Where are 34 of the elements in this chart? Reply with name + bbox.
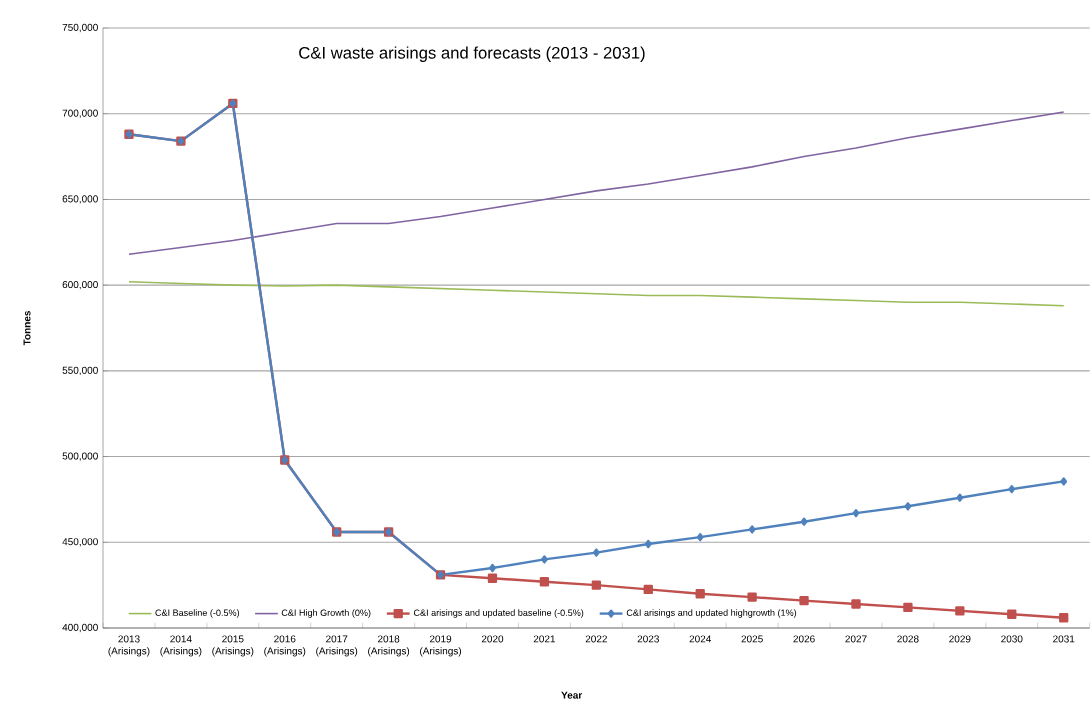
x-axis-title: Year bbox=[561, 691, 583, 699]
x-tick-label: 2031 bbox=[1053, 635, 1075, 643]
x-tick-label: 2019 (Arisings) bbox=[420, 635, 462, 657]
x-tick-label: 2013 (Arisings) bbox=[108, 635, 150, 657]
x-tick-label: 2027 bbox=[845, 635, 867, 643]
legend-label: C&I arisings and updated baseline (-0.5%) bbox=[413, 609, 584, 618]
x-tick-label: 2017 (Arisings) bbox=[316, 635, 358, 657]
x-tick-label: 2023 bbox=[637, 635, 659, 643]
y-tick-label: 650,000 bbox=[62, 195, 98, 204]
x-tick-label: 2029 bbox=[949, 635, 971, 643]
y-tick-label: 750,000 bbox=[62, 23, 98, 33]
y-tick-label: 450,000 bbox=[62, 538, 98, 547]
x-tick-label: 2021 bbox=[533, 635, 556, 643]
x-tick-label: 2025 bbox=[741, 635, 763, 643]
x-tick-label: 2016 (Arisings) bbox=[264, 635, 306, 657]
y-axis-title: Tonnes bbox=[23, 311, 31, 346]
x-tick-label: 2018 (Arisings) bbox=[368, 635, 410, 657]
legend-label: C&I arisings and updated highgrowth (1%) bbox=[626, 609, 797, 618]
x-tick-label: 2030 bbox=[1001, 635, 1023, 643]
y-tick-label: 700,000 bbox=[62, 109, 98, 118]
x-tick-label: 2020 bbox=[481, 635, 504, 643]
text: C&I waste arisings and forecasts (2013 - 2031) bbox=[299, 46, 645, 62]
x-tick-label: 2028 bbox=[897, 635, 919, 643]
legend-label: C&I High Growth (0%) bbox=[281, 609, 371, 618]
x-tick-label: 2022 bbox=[585, 635, 607, 643]
x-tick-label: 2015 (Arisings) bbox=[212, 635, 254, 657]
legend-label: C&I Baseline (-0.5%) bbox=[155, 609, 240, 618]
y-tick-label: 400,000 bbox=[62, 623, 98, 633]
y-tick-label: 600,000 bbox=[62, 281, 98, 290]
y-tick-label: 550,000 bbox=[62, 366, 98, 375]
x-tick-label: 2024 bbox=[689, 635, 712, 643]
y-tick-label: 500,000 bbox=[62, 452, 98, 461]
x-tick-label: 2026 bbox=[793, 635, 815, 643]
x-tick-label: 2014 (Arisings) bbox=[160, 635, 202, 657]
